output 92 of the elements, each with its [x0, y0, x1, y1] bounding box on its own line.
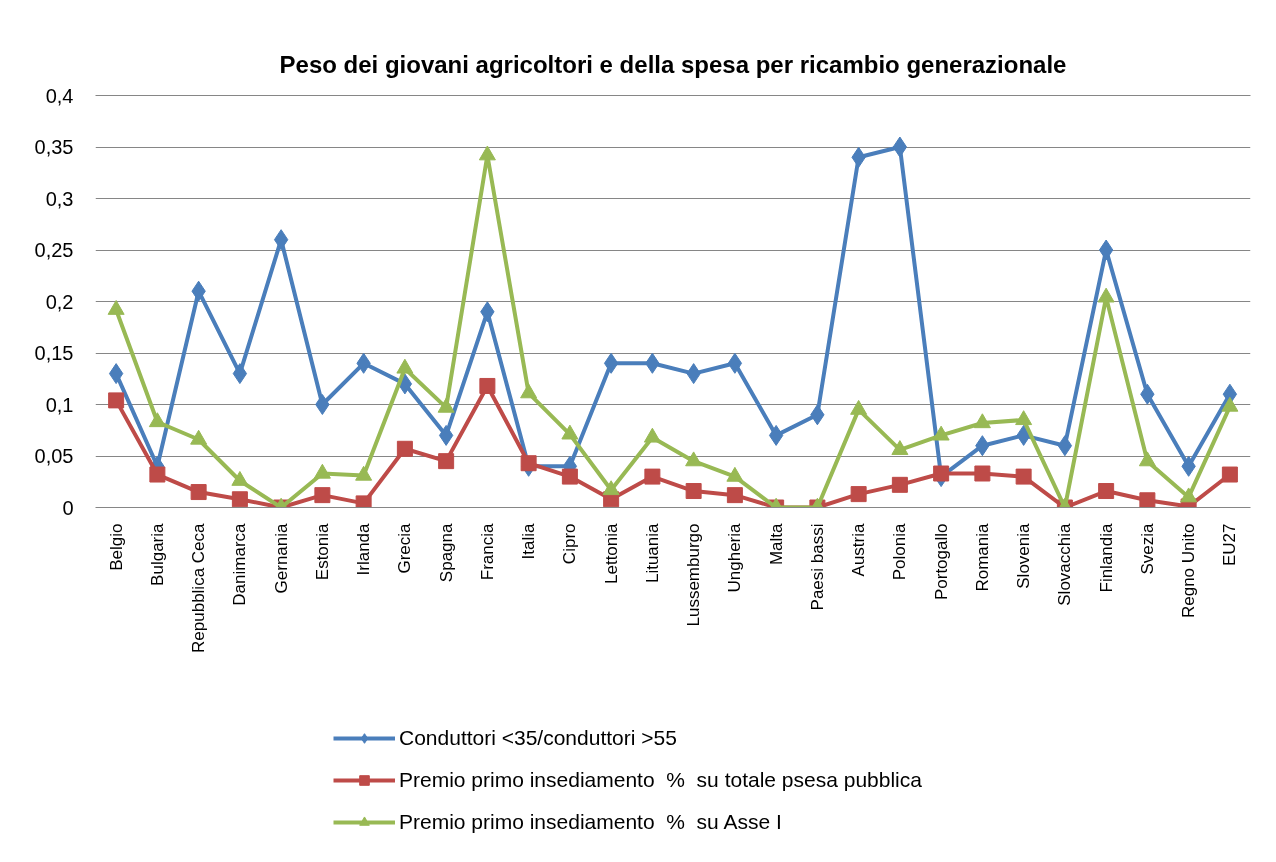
x-tick-label: Polonia — [890, 522, 910, 581]
x-tick-label: Finlandia — [1096, 522, 1116, 593]
point — [479, 377, 496, 394]
y-tick-label: 0,05 — [34, 445, 74, 467]
y-tick-label: 0,15 — [34, 342, 74, 364]
point — [478, 145, 496, 161]
point — [107, 300, 125, 315]
point — [1139, 492, 1156, 508]
y-tick-label: 0,25 — [34, 239, 74, 261]
x-tick-label: Danimarca — [230, 522, 250, 606]
point — [148, 412, 166, 428]
point — [1098, 483, 1115, 500]
point — [685, 451, 703, 467]
point — [768, 424, 784, 446]
point — [149, 466, 166, 483]
point — [727, 352, 743, 374]
point — [1180, 487, 1198, 503]
point — [602, 480, 620, 496]
y-tick-label: 0,4 — [45, 84, 74, 107]
y-tick-label: 0,3 — [45, 187, 74, 210]
x-tick-label: Paesi bassi — [807, 523, 827, 611]
point — [933, 465, 950, 482]
x-tick-label: Spagna — [436, 522, 456, 583]
point — [190, 484, 207, 501]
chart-title: Peso dei giovani agricoltori e della spesa per ricambio generazionale — [279, 50, 1067, 78]
y-tick-label: 0 — [62, 496, 74, 519]
x-tick-label: Italia — [519, 522, 539, 560]
legend-label: Premio primo insediamento % su Asse I — [399, 810, 782, 834]
point — [644, 468, 661, 485]
point — [273, 229, 289, 251]
point — [314, 487, 331, 504]
point — [932, 425, 950, 441]
point — [1097, 287, 1115, 303]
x-tick-label: Slovenia — [1014, 522, 1034, 589]
x-tick-label: Belgio — [106, 523, 126, 571]
point — [1098, 239, 1114, 261]
y-tick-label: 0,2 — [45, 290, 74, 313]
point — [108, 392, 125, 409]
x-tick-label: Lettonia — [601, 522, 621, 584]
point — [685, 483, 702, 500]
point — [190, 429, 208, 445]
point — [891, 476, 908, 493]
point — [726, 487, 743, 504]
point — [1221, 466, 1238, 483]
y-tick-label: 0,1 — [45, 393, 74, 416]
x-tick-label: Romania — [972, 522, 992, 592]
y-tick-label: 0,35 — [34, 136, 74, 158]
point — [892, 136, 908, 158]
x-tick-label: Regno Unito — [1179, 523, 1199, 618]
x-tick-label: Ungheria — [725, 522, 745, 593]
x-tick-label: Malta — [766, 522, 786, 566]
point — [561, 468, 578, 485]
point — [520, 455, 537, 472]
point — [973, 413, 991, 429]
point — [315, 394, 330, 415]
point — [396, 358, 414, 374]
point — [438, 453, 455, 470]
x-tick-label: Francia — [477, 522, 497, 581]
x-tick-label: Lussemburgo — [684, 523, 704, 627]
point — [643, 427, 661, 443]
x-tick-label: Repubblica Ceca — [189, 522, 209, 653]
point — [231, 491, 248, 508]
legend-label: Conduttori <35/conduttori >55 — [399, 726, 677, 750]
legend-label: Premio primo insediamento % su totale psesa pubblica — [399, 768, 922, 792]
x-tick-label: Estonia — [312, 522, 332, 581]
point — [850, 486, 867, 503]
point — [1221, 396, 1239, 412]
x-tick-label: EU27 — [1220, 523, 1240, 567]
point — [603, 352, 619, 374]
point — [1015, 468, 1032, 485]
x-tick-label: Gernania — [271, 522, 291, 594]
point — [396, 440, 413, 457]
point — [355, 495, 372, 508]
point — [891, 440, 909, 455]
point — [108, 363, 124, 385]
point — [1015, 410, 1033, 426]
point — [520, 383, 538, 399]
x-tick-label: Slovacchia — [1055, 522, 1075, 606]
point — [438, 424, 454, 446]
point — [1057, 435, 1073, 457]
point — [1138, 451, 1156, 467]
point — [232, 363, 248, 385]
x-tick-label: Lituania — [642, 522, 662, 584]
x-tick-label: Bulgaria — [147, 522, 167, 586]
x-tick-label: Grecia — [395, 522, 415, 574]
x-tick-label: Cipro — [560, 523, 580, 565]
point — [974, 465, 991, 482]
x-tick-label: Austria — [849, 522, 869, 577]
x-tick-label: Svezia — [1137, 522, 1157, 575]
x-tick-label: Portogallo — [931, 523, 951, 601]
point — [561, 424, 579, 440]
x-tick-label: Irlanda — [354, 522, 374, 576]
